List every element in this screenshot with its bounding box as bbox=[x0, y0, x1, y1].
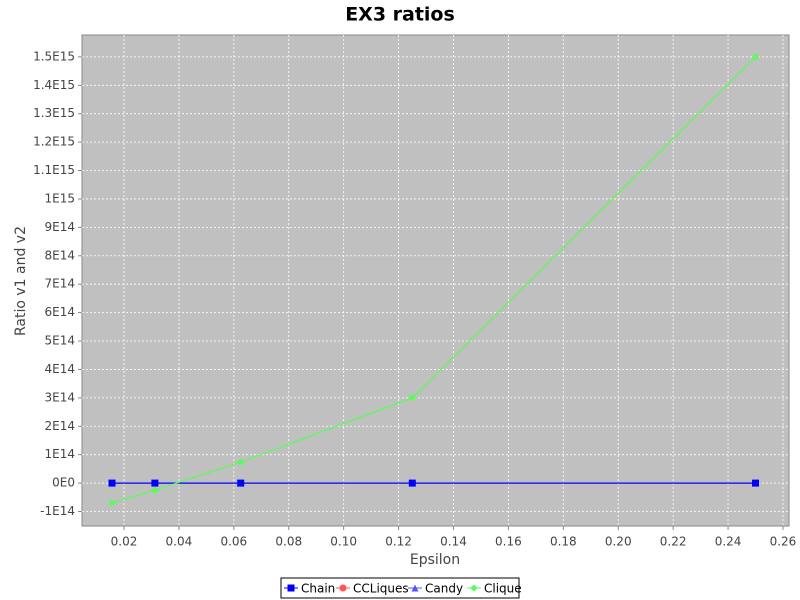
y-tick-label: 7E14 bbox=[45, 277, 76, 291]
data-point bbox=[408, 479, 416, 487]
y-tick-label: 4E14 bbox=[45, 362, 76, 376]
legend-marker bbox=[287, 584, 295, 592]
x-tick-label: 0.12 bbox=[385, 535, 412, 549]
y-tick-label: 8E14 bbox=[45, 248, 76, 262]
x-tick-label: 0.20 bbox=[605, 535, 632, 549]
y-tick-label: 1.4E15 bbox=[33, 78, 75, 92]
data-point bbox=[151, 479, 159, 487]
y-tick-label: 1E15 bbox=[45, 191, 76, 205]
y-tick-label: 1.5E15 bbox=[33, 49, 75, 63]
data-point bbox=[108, 499, 116, 507]
y-tick-label: 1E14 bbox=[45, 447, 76, 461]
y-tick-label: 9E14 bbox=[45, 220, 76, 234]
x-tick-label: 0.22 bbox=[660, 535, 687, 549]
legend-marker bbox=[339, 584, 347, 592]
y-tick-label: 1.1E15 bbox=[33, 163, 75, 177]
x-tick-label: 0.18 bbox=[550, 535, 577, 549]
x-tick-label: 0.06 bbox=[220, 535, 247, 549]
x-tick-label: 0.02 bbox=[111, 535, 138, 549]
legend-marker bbox=[411, 584, 419, 592]
legend-marker bbox=[470, 584, 478, 592]
data-point bbox=[752, 479, 760, 487]
y-tick-label: 1.2E15 bbox=[33, 135, 75, 149]
y-tick-label: 2E14 bbox=[45, 419, 76, 433]
legend-label: Candy bbox=[425, 582, 463, 596]
data-point bbox=[151, 486, 159, 494]
x-tick-label: 0.10 bbox=[330, 535, 357, 549]
y-tick-label: -1E14 bbox=[40, 504, 75, 518]
legend-box bbox=[280, 577, 520, 599]
x-tick-label: 0.14 bbox=[440, 535, 467, 549]
data-point bbox=[408, 394, 416, 402]
data-point bbox=[237, 479, 245, 487]
x-tick-label: 0.04 bbox=[166, 535, 193, 549]
legend-label: Clique bbox=[484, 582, 522, 596]
x-tick-label: 0.16 bbox=[495, 535, 522, 549]
plot-area bbox=[81, 34, 790, 527]
data-point bbox=[752, 53, 760, 61]
data-point bbox=[237, 458, 245, 466]
x-tick-label: 0.24 bbox=[715, 535, 742, 549]
y-tick-label: 6E14 bbox=[45, 305, 76, 319]
legend-label: CCLiques bbox=[353, 582, 409, 596]
y-tick-label: 0E0 bbox=[52, 476, 75, 490]
y-axis-label: Ratio v1 and v2 bbox=[13, 226, 29, 336]
x-tick-label: 0.26 bbox=[770, 535, 797, 549]
x-axis-label: Epsilon bbox=[410, 552, 460, 568]
chart-title: EX3 ratios bbox=[345, 4, 455, 26]
data-point bbox=[108, 479, 116, 487]
legend-label: Chain bbox=[301, 582, 335, 596]
y-tick-label: 1.3E15 bbox=[33, 106, 75, 120]
y-tick-label: 3E14 bbox=[45, 390, 76, 404]
y-tick-label: 5E14 bbox=[45, 334, 76, 348]
x-tick-label: 0.08 bbox=[275, 535, 302, 549]
